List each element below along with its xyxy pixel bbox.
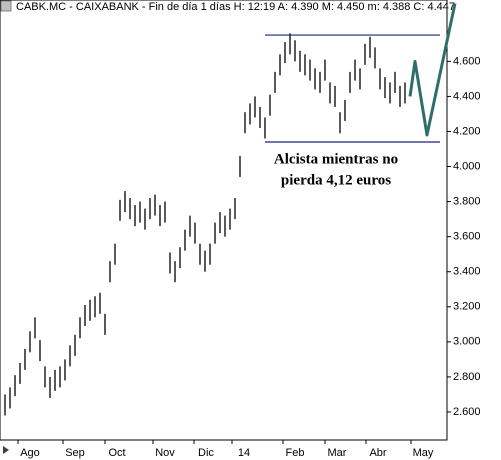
y-tick-label: 3.000 [453,336,481,348]
y-tick-label: 4.000 [453,160,481,172]
x-tick-label: Mar [328,447,347,459]
x-tick-label: Ago [20,447,40,459]
y-tick-label: 4.600 [453,55,481,67]
annotation: pierda 4,12 euros [281,172,391,188]
y-tick-label: 3.800 [453,195,481,207]
x-tick-label: Sep [65,447,85,459]
chart-title: CABK.MC - CAIXABANK - Fin de día 1 días … [16,1,455,13]
x-tick-label: May [413,447,434,459]
y-tick-label: 2.800 [453,371,481,383]
y-tick-label: 4.200 [453,125,481,137]
x-tick-label: Nov [155,447,175,459]
annotation: Alcista mientras no [274,151,398,167]
x-tick-label: Dic [198,447,214,459]
x-tick-label: Feb [286,447,305,459]
x-tick-label: Oct [108,447,125,459]
plot-frame [0,0,448,441]
y-tick-label: 2.600 [453,406,481,418]
x-tick-label: 14 [238,447,250,459]
x-tick-label: Abr [369,447,386,459]
icon [0,0,12,12]
y-tick-label: 3.400 [453,266,481,278]
y-tick-label: 4.400 [453,90,481,102]
y-tick-label: 3.200 [453,301,481,313]
projection-line [408,3,457,137]
scroll-arrow[interactable] [3,446,9,454]
y-tick-label: 3.600 [453,231,481,243]
